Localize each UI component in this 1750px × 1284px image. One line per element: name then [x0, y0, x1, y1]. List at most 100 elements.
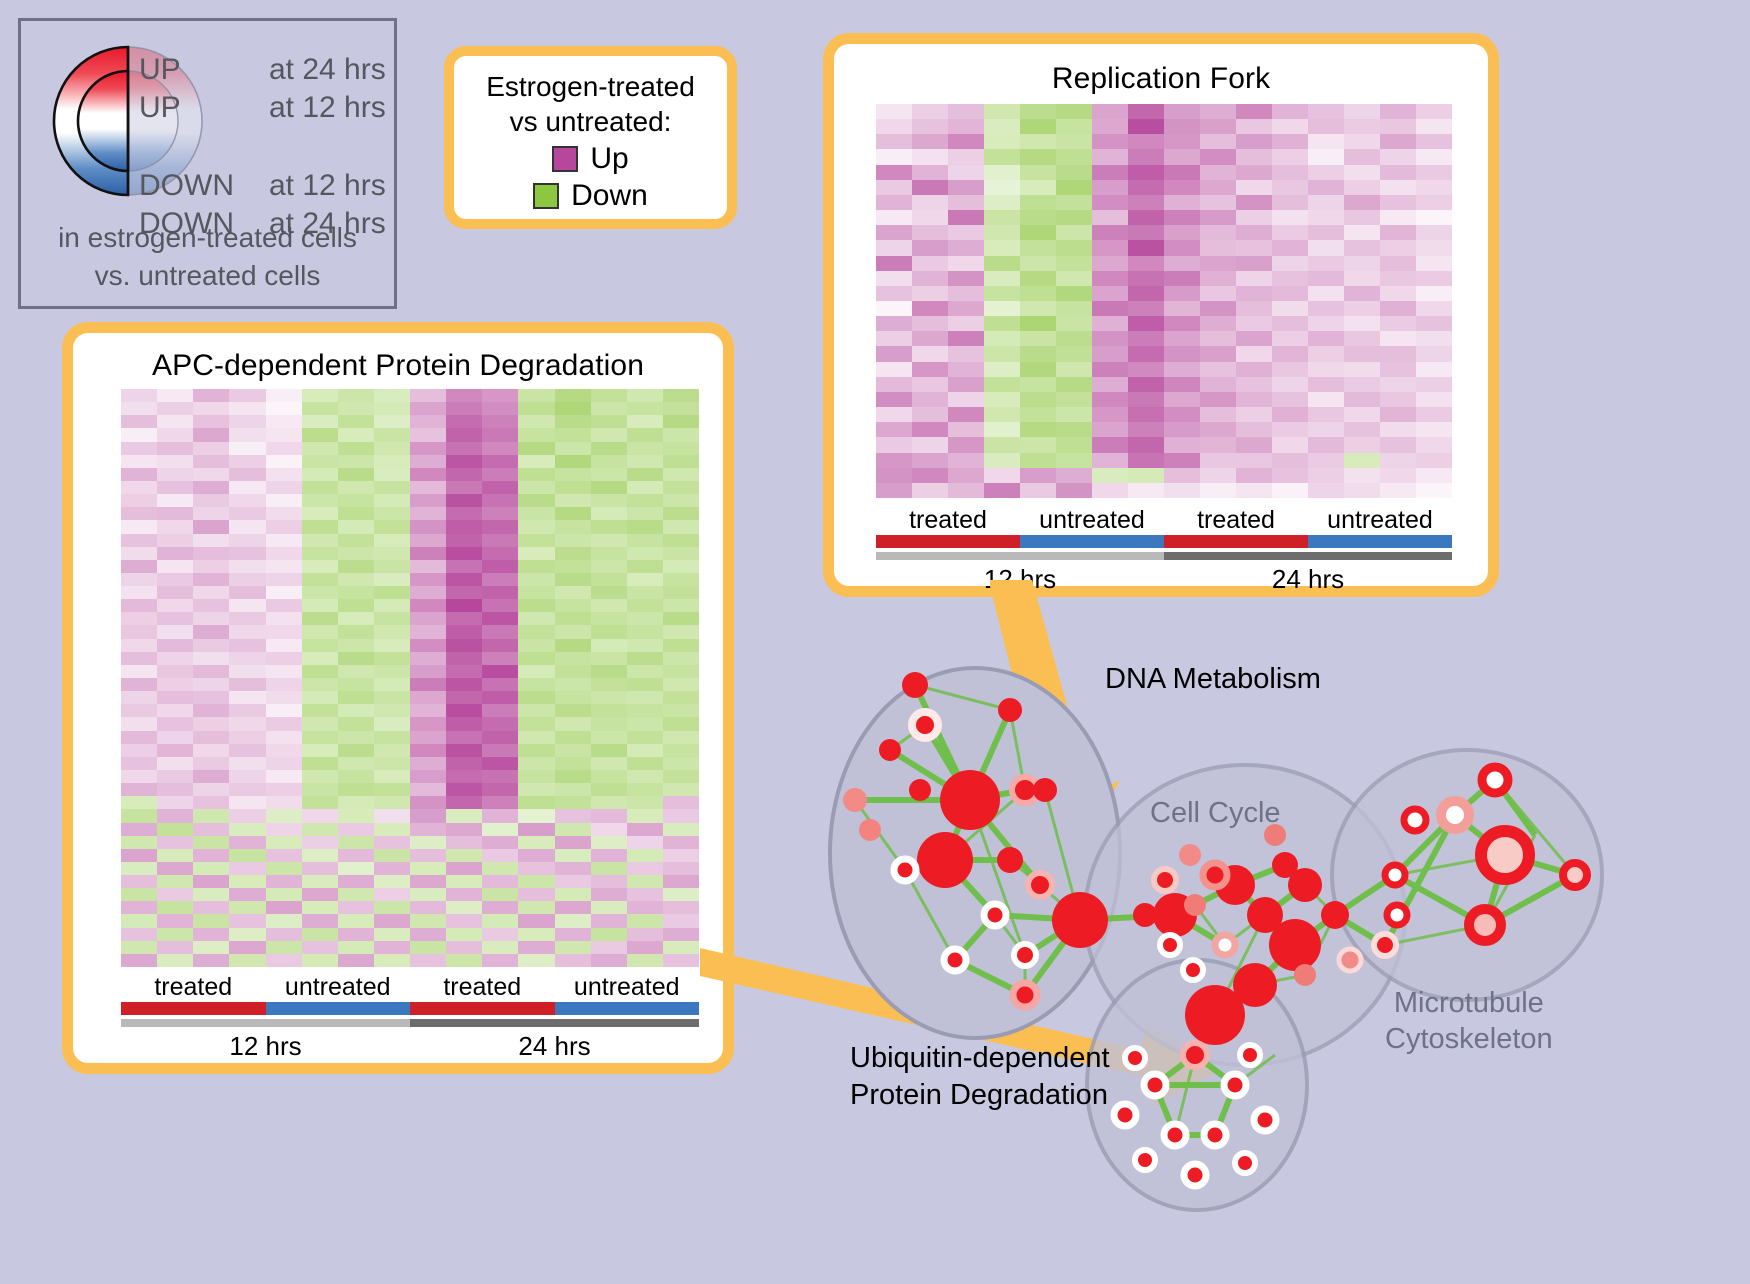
- heatmap-cell: [337, 415, 374, 429]
- heatmap-cell: [157, 441, 194, 455]
- heatmap-cell: [518, 717, 555, 731]
- heatmap-cell: [626, 822, 663, 836]
- heatmap-cell: [912, 376, 948, 392]
- heatmap-cell: [193, 704, 230, 718]
- heatmap-cell: [626, 953, 663, 967]
- heatmap-cell: [554, 638, 591, 652]
- replication-fork-heatmap: [876, 104, 1452, 498]
- heatmap-cell: [1308, 422, 1344, 438]
- heatmap-cell: [121, 861, 158, 876]
- heatmap-cell: [1128, 255, 1164, 271]
- heatmap-cell: [337, 599, 374, 613]
- heatmap-cell: [1308, 285, 1344, 301]
- heatmap-cell: [1092, 104, 1128, 120]
- heatmap-cell: [554, 454, 591, 468]
- time-bar-segment: [876, 552, 1164, 560]
- heatmap-cell: [121, 402, 158, 416]
- heatmap-cell: [876, 482, 912, 498]
- heatmap-cell: [1200, 452, 1236, 468]
- heatmap-cell: [626, 796, 663, 810]
- heatmap-cell: [1236, 255, 1272, 271]
- heatmap-cell: [157, 520, 194, 534]
- heatmap-cell: [662, 796, 699, 810]
- heatmap-cell: [193, 441, 230, 455]
- heatmap-cell: [1092, 482, 1128, 498]
- heatmap-cell: [1236, 240, 1272, 256]
- cluster-label-microtubule-cytoskeleton: Microtubule Cytoskeleton: [1385, 987, 1553, 1055]
- heatmap-cell: [373, 402, 410, 416]
- heatmap-cell: [912, 285, 948, 301]
- heatmap-cell: [121, 638, 158, 652]
- heatmap-cell: [1200, 194, 1236, 211]
- heatmap-cell: [518, 927, 555, 941]
- heatmap-cell: [554, 875, 591, 889]
- heatmap-cell: [265, 480, 302, 495]
- heatmap-cell: [984, 119, 1020, 135]
- apc-axis: treated untreated treated untreated 12 hrs 2…: [121, 973, 699, 1062]
- heatmap-cell: [482, 638, 519, 652]
- heatmap-cell: [265, 769, 302, 784]
- heatmap-cell: [301, 428, 338, 442]
- heatmap-cell: [590, 467, 627, 481]
- heatmap-cell: [1020, 194, 1056, 211]
- heatmap-cell: [373, 809, 410, 823]
- heatmap-cell: [446, 415, 483, 429]
- heatmap-cell: [1272, 437, 1308, 453]
- heatmap-cell: [662, 678, 699, 692]
- heatmap-cell: [446, 835, 483, 849]
- heatmap-cell: [229, 546, 266, 560]
- heatmap-cell: [1236, 300, 1272, 317]
- heatmap-cell: [554, 691, 591, 705]
- heatmap-cell: [482, 822, 519, 836]
- heatmap-cell: [1164, 240, 1200, 256]
- heatmap-cell: [1416, 240, 1452, 256]
- heatmap-cell: [482, 507, 519, 521]
- heatmap-cell: [1308, 331, 1344, 347]
- heatmap-cell: [410, 625, 447, 639]
- heatmap-cell: [948, 482, 984, 498]
- heatmap-cell: [518, 599, 555, 613]
- heatmap-cell: [373, 888, 410, 902]
- heatmap-cell: [1344, 255, 1380, 271]
- heatmap-cell: [373, 441, 410, 455]
- heatmap-cell: [482, 809, 519, 823]
- heatmap-cell: [157, 953, 194, 967]
- heatmap-cell: [554, 389, 591, 403]
- heatmap-cell: [1200, 346, 1236, 362]
- heatmap-cell: [193, 402, 230, 416]
- heatmap-cell: [1200, 467, 1236, 483]
- heatmap-cell: [626, 848, 663, 862]
- heatmap-cell: [1416, 376, 1452, 392]
- heatmap-cell: [373, 822, 410, 836]
- heatmap-cell: [626, 888, 663, 902]
- pathway-network-diagram: DNA Metabolism Cell Cycle Microtubule Cy…: [795, 615, 1750, 1279]
- heatmap-cell: [410, 914, 447, 928]
- heatmap-cell: [1164, 270, 1200, 286]
- heatmap-cell: [265, 953, 302, 967]
- heatmap-cell: [1344, 240, 1380, 256]
- heatmap-cell: [1236, 179, 1272, 195]
- heatmap-cell: [301, 704, 338, 718]
- heatmap-cell: [912, 316, 948, 332]
- heatmap-cell: [193, 717, 230, 731]
- heatmap-cell: [1344, 179, 1380, 195]
- heatmap-cell: [229, 743, 266, 757]
- heatmap-cell: [301, 875, 338, 889]
- heatmap-cell: [121, 651, 158, 665]
- heatmap-cell: [121, 664, 158, 678]
- heatmap-cell: [876, 407, 912, 423]
- heatmap-cell: [446, 389, 483, 403]
- heatmap-cell: [518, 586, 555, 600]
- heatmap-cell: [1056, 316, 1092, 332]
- heatmap-cell: [193, 638, 230, 652]
- heatmap-cell: [121, 441, 158, 455]
- heatmap-cell: [1380, 210, 1416, 226]
- heatmap-cell: [446, 691, 483, 705]
- heatmap-cell: [518, 678, 555, 692]
- heatmap-cell: [518, 822, 555, 836]
- heatmap-cell: [1272, 285, 1308, 301]
- heatmap-cell: [410, 664, 447, 678]
- heatmap-cell: [121, 612, 158, 626]
- heatmap-cell: [1344, 119, 1380, 135]
- heatmap-cell: [410, 599, 447, 613]
